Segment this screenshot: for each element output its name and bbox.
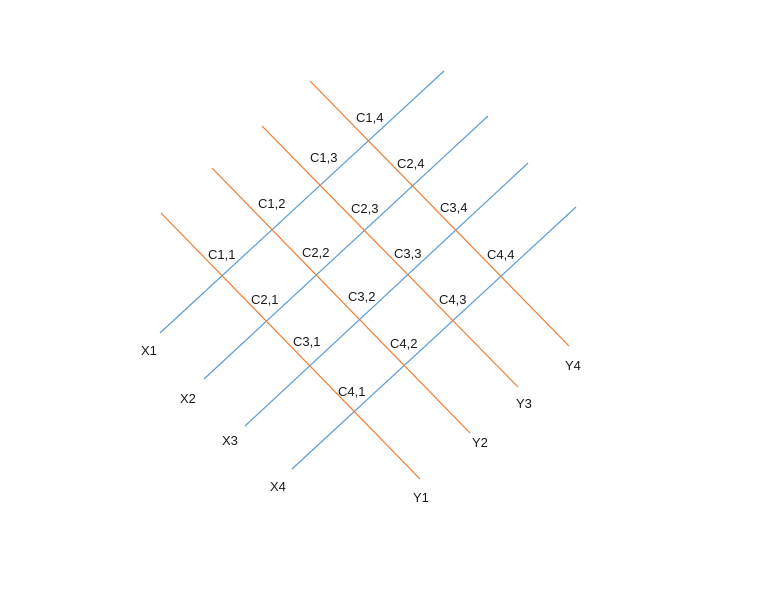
cell-label: C4,1: [338, 384, 365, 399]
cell-label: C2,3: [351, 201, 378, 216]
x-line-label-1: X1: [141, 343, 157, 358]
cell-label: C3,1: [293, 334, 320, 349]
cell-label: C2,1: [251, 292, 278, 307]
x-lines: [159, 70, 577, 470]
cell-label: C3,2: [348, 289, 375, 304]
y-line-label-1: Y1: [413, 490, 429, 505]
y-line-3: [261, 125, 519, 388]
y-line-label-2: Y2: [472, 435, 488, 450]
y-line-labels: Y1 Y2 Y3 Y4: [413, 358, 581, 505]
cell-labels: C1,1 C1,2 C1,3 C1,4 C2,1 C2,2 C2,3 C2,4 …: [208, 110, 514, 399]
y-line-label-3: Y3: [516, 396, 532, 411]
x-line-4: [291, 206, 577, 470]
x-line-1: [159, 70, 445, 334]
y-line-1: [160, 212, 421, 480]
y-line-label-4: Y4: [565, 358, 581, 373]
cell-label: C1,3: [310, 150, 337, 165]
cell-label: C1,1: [208, 247, 235, 262]
y-line-4: [309, 80, 570, 347]
cell-label: C4,4: [487, 247, 514, 262]
cell-label: C4,3: [439, 292, 466, 307]
cell-label: C2,2: [302, 245, 329, 260]
cell-label: C1,4: [356, 110, 383, 125]
x-line-label-4: X4: [270, 479, 286, 494]
cell-label: C1,2: [258, 196, 285, 211]
y-line-2: [211, 167, 471, 434]
x-line-labels: X1 X2 X3 X4: [141, 343, 286, 494]
x-line-label-2: X2: [180, 391, 196, 406]
y-lines: [160, 80, 570, 480]
x-line-2: [203, 115, 489, 380]
cell-label: C3,4: [440, 200, 467, 215]
cell-label: C2,4: [397, 156, 424, 171]
x-line-3: [244, 162, 529, 427]
cell-label: C4,2: [390, 336, 417, 351]
x-line-label-3: X3: [222, 433, 238, 448]
cell-label: C3,3: [394, 246, 421, 261]
